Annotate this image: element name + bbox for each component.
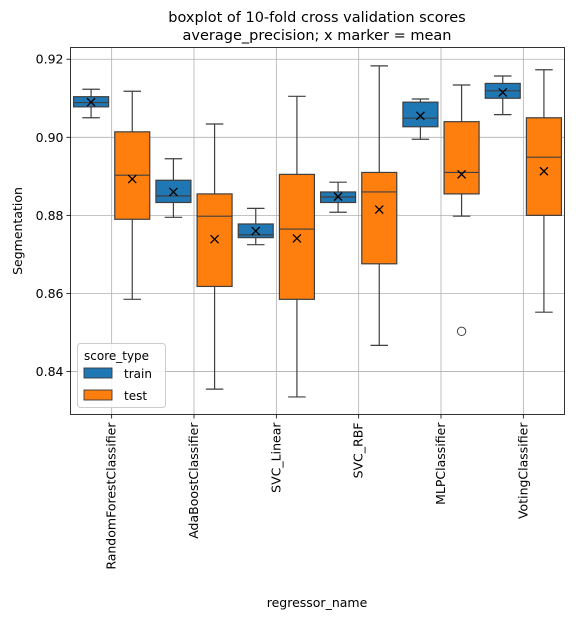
y-tick-label: 0.92 <box>36 52 64 67</box>
box-train-1 <box>155 158 192 218</box>
iqr-box <box>278 173 316 300</box>
x-axis-label: regressor_name <box>267 595 368 610</box>
mean-marker <box>333 192 343 202</box>
box-test-3 <box>361 65 398 346</box>
mean-marker <box>415 111 425 121</box>
box-train-4 <box>402 98 439 140</box>
box-train-3 <box>319 181 357 213</box>
x-tick-label: SVC_RBF <box>351 423 366 479</box>
box-train-0 <box>72 88 110 119</box>
y-tick-label: 0.88 <box>36 208 64 223</box>
box-test-2 <box>278 95 316 398</box>
mean-marker <box>539 166 549 176</box>
legend-swatch-train <box>83 367 113 379</box>
iqr-box <box>443 121 480 195</box>
outlier-point <box>456 326 467 337</box>
mean-marker <box>168 187 178 197</box>
x-tick-label: MLPClassifier <box>433 422 448 505</box>
legend-label-test: test <box>124 389 147 403</box>
chart-title-line1: boxplot of 10-fold cross validation scor… <box>168 10 465 26</box>
mean-marker <box>292 233 302 243</box>
axis-ticks: 0.84 0.86 0.88 0.90 0.92 RandomForestClassifi… <box>36 52 531 570</box>
box-train-2 <box>237 207 274 246</box>
legend-label-train: train <box>124 367 152 381</box>
x-tick-label: AdaBoostClassifier <box>186 422 201 539</box>
mean-marker <box>251 226 261 236</box>
box-test-0 <box>114 90 151 300</box>
x-tick-label: RandomForestClassifier <box>104 422 119 570</box>
mean-marker <box>457 169 467 179</box>
legend-swatch-test <box>83 389 113 401</box>
iqr-box <box>361 171 398 265</box>
mean-marker <box>86 97 96 107</box>
legend: score_type train test <box>77 343 166 408</box>
y-tick-label: 0.86 <box>36 286 64 301</box>
box-test-1 <box>196 123 233 390</box>
iqr-box <box>402 101 439 128</box>
box-test-4 <box>443 84 480 337</box>
chart-title-line2: average_precision; x marker = mean <box>183 28 452 44</box>
grid-lines <box>70 47 565 415</box>
box-series <box>72 65 563 398</box>
mean-marker <box>374 205 384 214</box>
mean-marker <box>498 87 508 97</box>
y-axis-label: Segmentation <box>10 187 25 275</box>
box-test-5 <box>525 69 563 313</box>
box-train-5 <box>484 75 521 116</box>
legend-title: score_type <box>84 349 149 363</box>
plot-frame <box>70 47 565 415</box>
mean-marker <box>127 174 137 184</box>
iqr-box <box>525 117 563 216</box>
y-tick-label: 0.84 <box>36 364 64 379</box>
y-tick-label: 0.90 <box>36 130 64 145</box>
mean-marker <box>210 234 220 244</box>
iqr-box <box>196 193 233 288</box>
x-tick-label: VotingClassifier <box>515 422 530 519</box>
x-tick-label: SVC_Linear <box>268 422 283 493</box>
